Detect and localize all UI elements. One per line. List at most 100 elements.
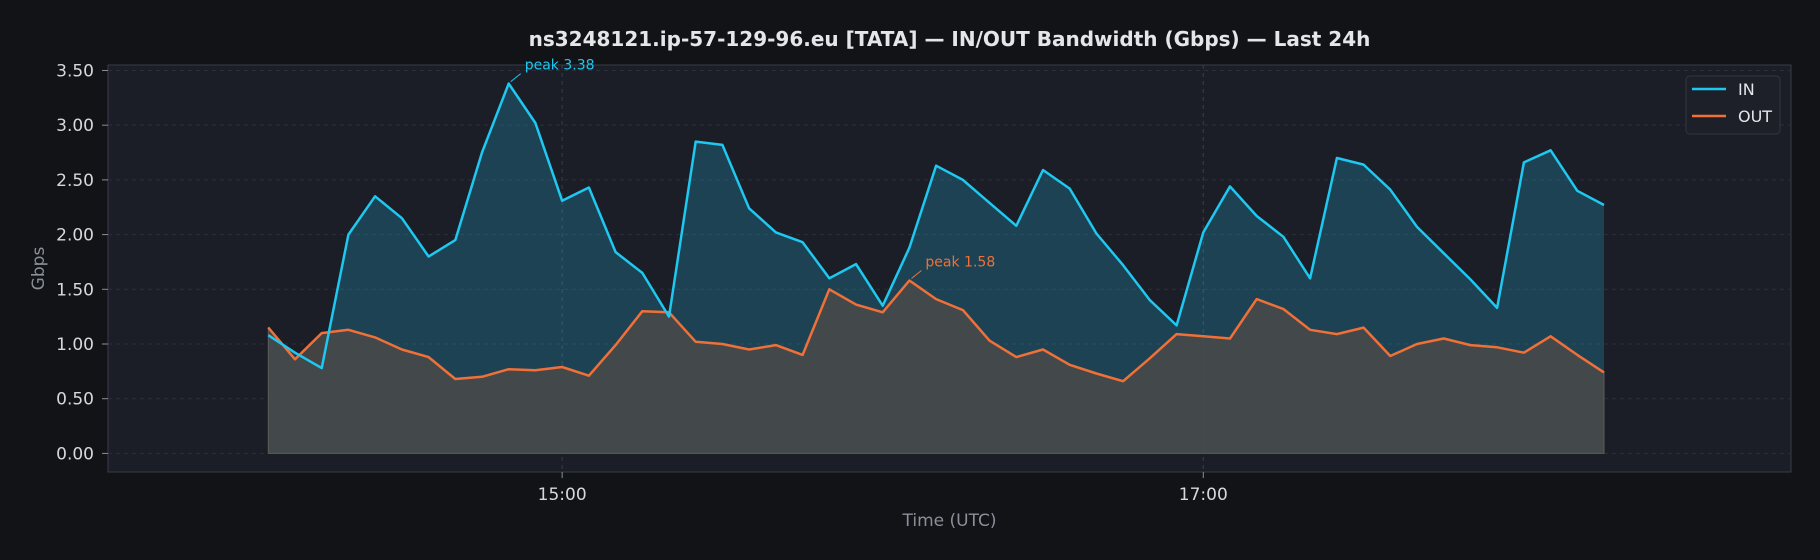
- in-data-point: [400, 216, 404, 220]
- out-data-point: [1148, 356, 1152, 360]
- x-axis-title: Time (UTC): [902, 511, 997, 531]
- out-data-point: [667, 310, 671, 314]
- in-data-point: [1415, 225, 1419, 229]
- in-data-point: [266, 333, 270, 337]
- y-tick-label: 0.00: [56, 444, 94, 464]
- out-data-point: [1228, 337, 1232, 341]
- y-tick-label: 3.00: [56, 116, 94, 136]
- in-data-point: [1148, 298, 1152, 302]
- out-data-point: [1575, 353, 1579, 357]
- out-data-point: [1014, 355, 1018, 359]
- in-data-point: [1495, 306, 1499, 310]
- out-data-point: [988, 339, 992, 343]
- in-data-point: [694, 140, 698, 144]
- in-data-point: [1575, 189, 1579, 193]
- in-data-point: [1522, 160, 1526, 164]
- in-data-point: [560, 199, 564, 203]
- out-data-point: [907, 279, 911, 283]
- peak-annotation: peak 3.38: [525, 58, 595, 74]
- in-data-point: [1602, 203, 1606, 207]
- in-data-point: [587, 186, 591, 190]
- out-data-point: [266, 326, 270, 330]
- in-data-point: [1468, 277, 1472, 281]
- in-data-point: [1121, 263, 1125, 267]
- y-tick-label: 1.00: [56, 335, 94, 355]
- in-data-point: [988, 201, 992, 205]
- out-data-point: [1415, 342, 1419, 346]
- in-data-point: [640, 271, 644, 275]
- out-data-point: [1041, 347, 1045, 351]
- out-data-point: [587, 374, 591, 378]
- out-data-point: [320, 331, 324, 335]
- out-data-point: [560, 365, 564, 369]
- in-data-point: [1228, 184, 1232, 188]
- legend-label-in: IN: [1738, 80, 1755, 99]
- out-data-point: [1201, 334, 1205, 338]
- out-data-point: [934, 297, 938, 301]
- in-data-point: [346, 233, 350, 237]
- out-data-point: [747, 347, 751, 351]
- in-data-point: [1549, 148, 1553, 152]
- y-tick-label: 0.50: [56, 390, 94, 410]
- out-data-point: [1068, 363, 1072, 367]
- x-tick-label: 17:00: [1179, 485, 1228, 505]
- chart-title: ns3248121.ip-57-129-96.eu [TATA] — IN/OU…: [529, 27, 1371, 51]
- in-data-point: [480, 151, 484, 155]
- in-data-point: [614, 250, 618, 254]
- out-data-point: [774, 343, 778, 347]
- out-data-point: [1388, 354, 1392, 358]
- out-data-point: [1335, 332, 1339, 336]
- in-data-point: [507, 82, 511, 86]
- out-series-line: [267, 279, 1605, 383]
- in-data-point: [1388, 188, 1392, 192]
- in-data-point: [1362, 163, 1366, 167]
- in-data-point: [533, 121, 537, 125]
- in-data-point: [854, 262, 858, 266]
- out-data-point: [614, 343, 618, 347]
- out-data-point: [827, 287, 831, 291]
- in-data-point: [747, 206, 751, 210]
- y-tick-label: 1.50: [56, 280, 94, 300]
- in-data-point: [907, 246, 911, 250]
- out-data-point: [507, 367, 511, 371]
- out-data-point: [400, 347, 404, 351]
- in-data-point: [1442, 251, 1446, 255]
- out-data-point: [427, 355, 431, 359]
- out-data-point: [1308, 328, 1312, 332]
- out-data-point: [453, 377, 457, 381]
- y-tick-label: 2.50: [56, 171, 94, 191]
- in-data-point: [667, 315, 671, 319]
- out-data-point: [1094, 372, 1098, 376]
- out-data-point: [293, 357, 297, 361]
- in-data-point: [881, 304, 885, 308]
- legend-label-out: OUT: [1738, 107, 1772, 126]
- in-data-point: [961, 178, 965, 182]
- in-data-point: [1175, 323, 1179, 327]
- out-data-point: [346, 328, 350, 332]
- in-data-point: [934, 164, 938, 168]
- out-data-point: [1281, 307, 1285, 311]
- in-data-point: [1201, 230, 1205, 234]
- out-data-point: [1255, 297, 1259, 301]
- in-data-point: [774, 230, 778, 234]
- peak-annotation: peak 1.58: [925, 255, 995, 271]
- in-data-point: [1255, 214, 1259, 218]
- out-data-point: [720, 342, 724, 346]
- out-data-point: [373, 335, 377, 339]
- out-data-point: [1362, 326, 1366, 330]
- out-data-point: [1602, 370, 1606, 374]
- in-data-point: [427, 254, 431, 258]
- out-data-point: [1495, 345, 1499, 349]
- out-data-point: [1121, 379, 1125, 383]
- out-data-point: [801, 353, 805, 357]
- out-data-point: [961, 308, 965, 312]
- legend-box: [1685, 75, 1781, 135]
- out-data-point: [1175, 332, 1179, 336]
- out-data-point: [854, 303, 858, 307]
- x-tick-label: 15:00: [538, 485, 587, 505]
- y-axis-title: Gbps: [29, 247, 49, 291]
- in-data-point: [720, 143, 724, 147]
- out-data-point: [694, 340, 698, 344]
- in-data-point: [373, 194, 377, 198]
- out-data-point: [1442, 337, 1446, 341]
